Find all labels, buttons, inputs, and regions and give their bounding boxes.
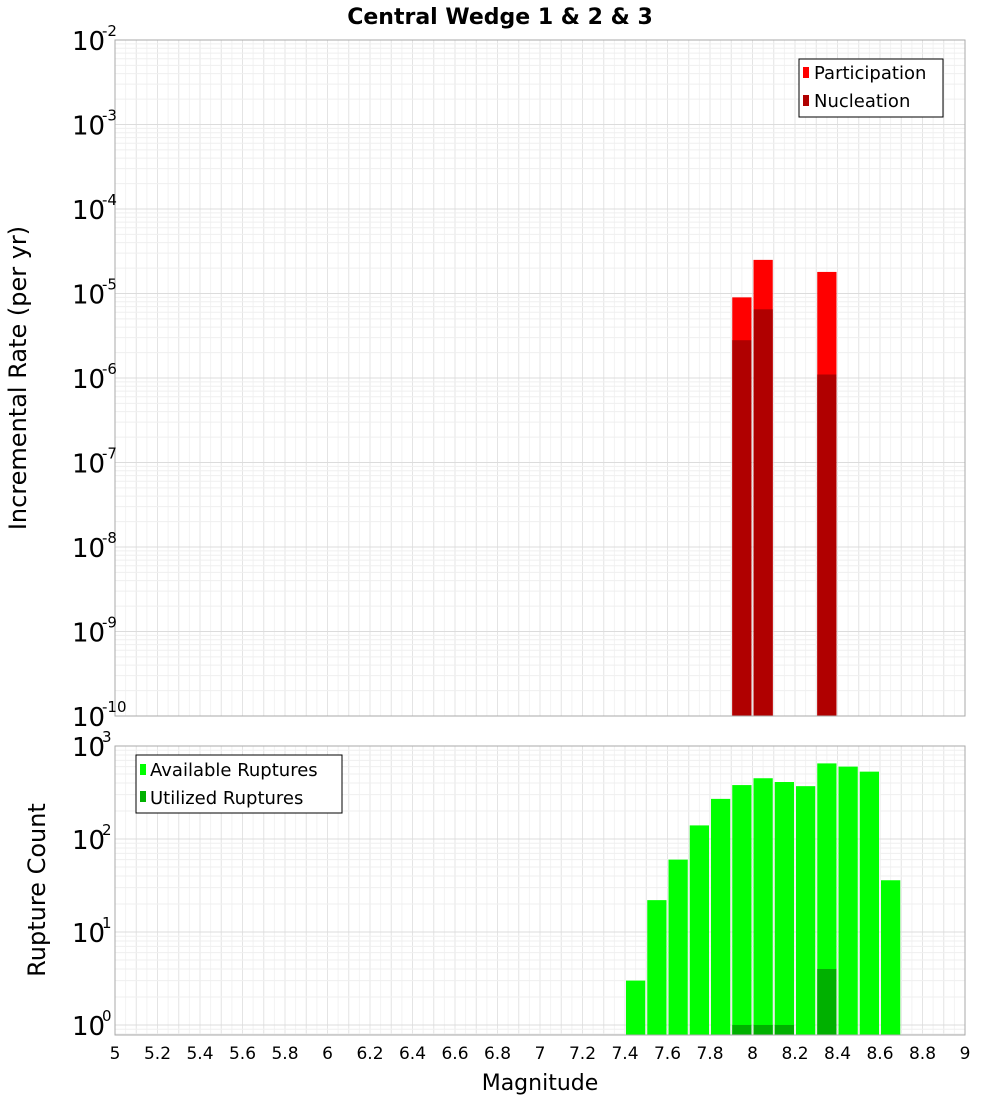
rate-y-tick-base: 10: [72, 450, 105, 480]
x-tick-labels: 5 5.2 5.4 5.6 5.8 6 6.2 6.4 6.6 6.8 7 7.2 7.4 7.6 7.8 8…: [110, 1044, 971, 1064]
bar-available-ruptures: [732, 785, 752, 1035]
rate-legend: Participation Nucleation: [798, 58, 944, 118]
rate-y-tick-base: 10: [72, 281, 105, 311]
bar-available-ruptures: [753, 778, 773, 1035]
bar-available-ruptures: [817, 763, 837, 1035]
count-y-tick-base: 10: [72, 826, 105, 856]
count-y-tick-base: 10: [72, 1012, 105, 1042]
count-y-tick-base: 10: [72, 919, 105, 949]
x-tick-label: 8.4: [824, 1044, 851, 1064]
rate-y-tick-exp: -10: [102, 698, 127, 716]
x-tick-label: 6.6: [441, 1044, 468, 1064]
rate-y-tick-exp: -3: [102, 107, 117, 125]
rate-y-tick-base: 10: [72, 619, 105, 649]
x-tick-label: 7: [535, 1044, 546, 1064]
rate-y-tick-exp: -7: [102, 445, 117, 463]
count-y-tick-exp: 3: [102, 728, 112, 746]
bar-nucleation: [753, 309, 773, 716]
bar-nucleation: [732, 340, 752, 716]
rate-y-tick-base: 10: [72, 365, 105, 395]
bar-available-ruptures: [859, 771, 879, 1035]
legend-label-nucleation: Nucleation: [814, 91, 910, 112]
x-tick-label: 5.4: [186, 1044, 213, 1064]
x-tick-label: 5.8: [271, 1044, 298, 1064]
legend-swatch-available: [140, 764, 146, 775]
x-tick-label: 5: [110, 1044, 121, 1064]
x-tick-label: 6.4: [399, 1044, 426, 1064]
x-tick-label: 8: [747, 1044, 758, 1064]
bar-available-ruptures: [711, 798, 731, 1035]
rate-panel: 10-210-310-410-510-610-710-810-910-10 In…: [4, 22, 966, 733]
x-tick-label: 7.2: [569, 1044, 596, 1064]
count-y-tick-exp: 0: [102, 1007, 112, 1025]
bar-available-ruptures: [689, 825, 709, 1035]
rate-y-tick-base: 10: [72, 196, 105, 226]
count-y-tick-exp: 2: [102, 821, 112, 839]
count-bars: [626, 763, 901, 1035]
bar-available-ruptures: [796, 786, 816, 1035]
rate-plot-frame: [114, 39, 966, 717]
legend-label-participation: Participation: [814, 63, 926, 84]
x-tick-label: 7.4: [611, 1044, 638, 1064]
x-axis-label: Magnitude: [482, 1071, 599, 1096]
bar-available-ruptures: [626, 980, 646, 1035]
x-tick-label: 9: [960, 1044, 971, 1064]
x-tick-label: 6.8: [484, 1044, 511, 1064]
x-tick-label: 7.8: [696, 1044, 723, 1064]
x-tick-label: 8.8: [909, 1044, 936, 1064]
rate-y-tick-exp: -2: [102, 22, 117, 40]
rate-y-tick-exp: -8: [102, 529, 117, 547]
rate-y-axis-label: Incremental Rate (per yr): [4, 226, 32, 530]
legend-swatch-utilized: [140, 791, 146, 802]
bar-utilized-ruptures: [753, 1024, 773, 1035]
bar-available-ruptures: [668, 859, 688, 1035]
rate-y-tick-base: 10: [72, 534, 105, 564]
legend-label-available: Available Ruptures: [150, 760, 318, 781]
rate-y-tick-exp: -9: [102, 614, 117, 632]
count-y-tick-exp: 1: [102, 914, 112, 932]
bar-available-ruptures: [838, 766, 858, 1035]
bar-utilized-ruptures: [732, 1024, 752, 1035]
bar-available-ruptures: [881, 880, 901, 1035]
rate-y-tick-exp: -4: [102, 191, 117, 209]
count-plot-frame: [114, 745, 966, 1036]
count-legend-box: [135, 754, 343, 814]
x-tick-label: 6: [322, 1044, 333, 1064]
x-tick-label: 5.2: [144, 1044, 171, 1064]
legend-swatch-nucleation: [803, 95, 809, 106]
legend-swatch-participation: [803, 67, 809, 78]
x-tick-label: 8.2: [781, 1044, 808, 1064]
rate-y-tick-base: 10: [72, 703, 105, 733]
count-y-tick-base: 10: [72, 733, 105, 763]
rate-y-tick-base: 10: [72, 112, 105, 142]
rate-bars: [732, 259, 837, 716]
rate-y-tick-base: 10: [72, 27, 105, 57]
count-legend: Available Ruptures Utilized Ruptures: [135, 754, 343, 814]
x-tick-label: 8.6: [866, 1044, 893, 1064]
bar-available-ruptures: [774, 782, 794, 1035]
x-tick-label: 5.6: [229, 1044, 256, 1064]
bar-utilized-ruptures: [774, 1024, 794, 1035]
rate-y-tick-labels: 10-210-310-410-510-610-710-810-910-10: [72, 22, 127, 733]
x-tick-label: 7.6: [654, 1044, 681, 1064]
x-tick-label: 6.2: [356, 1044, 383, 1064]
chart-title: Central Wedge 1 & 2 & 3: [347, 5, 653, 30]
bar-nucleation: [817, 374, 837, 716]
rate-legend-box: [798, 58, 944, 118]
count-y-axis-label: Rupture Count: [23, 803, 51, 977]
bar-utilized-ruptures: [817, 968, 837, 1035]
rate-y-tick-exp: -5: [102, 276, 117, 294]
bar-available-ruptures: [647, 900, 667, 1035]
rate-y-tick-exp: -6: [102, 360, 117, 378]
rate-gridlines: [114, 39, 966, 717]
legend-label-utilized: Utilized Ruptures: [150, 788, 303, 809]
